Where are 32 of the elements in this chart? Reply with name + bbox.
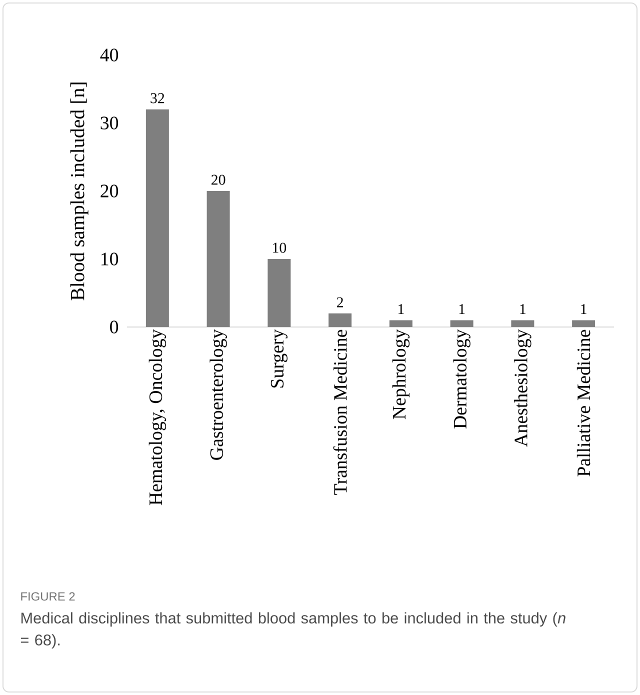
bar	[206, 191, 230, 328]
x-tick-label: Hematology, Oncology	[148, 329, 166, 506]
bar	[389, 320, 412, 328]
bar	[268, 259, 291, 328]
x-tick-label: Dermatology	[453, 329, 470, 429]
bar	[328, 313, 352, 328]
y-tick-label: 0	[110, 320, 118, 334]
data-label: 32	[150, 93, 164, 104]
data-label: 20	[211, 174, 226, 185]
y-tick-label: 20	[100, 184, 118, 198]
y-tick-label: 10	[102, 252, 118, 266]
y-tick-label: 40	[100, 48, 118, 62]
data-label: 2	[336, 297, 343, 308]
bar	[146, 109, 169, 328]
data-label: 10	[273, 242, 286, 253]
y-tick-label: 30	[100, 116, 118, 130]
data-label: 1	[520, 304, 526, 314]
x-tick-label: Transfusion Medicine	[333, 330, 347, 495]
x-tick-label: Anesthesiology	[514, 329, 532, 447]
x-tick-label: Surgery	[270, 329, 288, 388]
x-tick-label: Nephrology	[392, 329, 410, 420]
caption: FIGURE 2	[21, 592, 75, 601]
x-tick-label: Palliative Medicine	[576, 330, 590, 476]
bar	[511, 320, 534, 328]
x-tick-label: Gastroenterology	[210, 329, 227, 460]
data-label: 1	[581, 304, 586, 314]
data-label: 1	[398, 304, 404, 314]
text: Medical disciplines that submitted blood samples to be included in the study (n = 68).	[20, 612, 566, 649]
bar	[572, 320, 596, 328]
data-label: 1	[459, 304, 465, 314]
bar	[450, 320, 474, 328]
y-axis-title: Blood samples included [n]	[70, 82, 88, 300]
